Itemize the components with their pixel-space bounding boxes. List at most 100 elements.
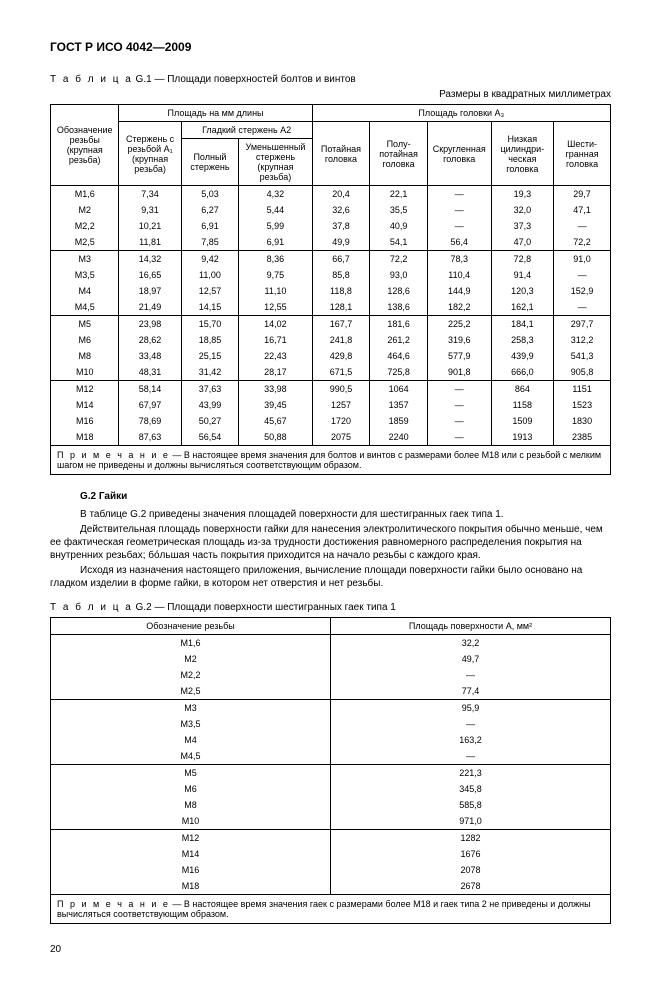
table-cell: 120,3 [491, 283, 554, 299]
table-cell: 1064 [370, 381, 428, 398]
table-cell: 725,8 [370, 364, 428, 381]
table-cell: 5,44 [239, 202, 312, 218]
table-cell: 261,2 [370, 332, 428, 348]
table-cell: 18,97 [119, 283, 181, 299]
table-cell: 49,9 [312, 234, 370, 251]
table-cell: M4,5 [51, 748, 331, 765]
table-cell: 23,98 [119, 316, 181, 333]
table-cell: 5,03 [181, 186, 239, 203]
table-cell: — [427, 429, 491, 446]
table-cell: M6 [51, 332, 119, 348]
table-cell: 18,85 [181, 332, 239, 348]
table-cell: 47,1 [554, 202, 611, 218]
table-cell: 1720 [312, 413, 370, 429]
table-cell: 1913 [491, 429, 554, 446]
table-cell: — [554, 267, 611, 283]
table-cell: — [427, 186, 491, 203]
table-cell: 345,8 [331, 781, 611, 797]
table-cell: 56,4 [427, 234, 491, 251]
table-cell: 541,3 [554, 348, 611, 364]
table-cell: 87,63 [119, 429, 181, 446]
table-cell: — [427, 397, 491, 413]
table-cell: 585,8 [331, 797, 611, 813]
table-cell: M2,2 [51, 667, 331, 683]
table-cell: M16 [51, 862, 331, 878]
table-cell: 2385 [554, 429, 611, 446]
table-cell: 990,5 [312, 381, 370, 398]
table-cell: 10,21 [119, 218, 181, 234]
table-cell: 91,0 [554, 251, 611, 268]
table-g1: Обозначение резьбы (крупная резьба) Площ… [50, 104, 611, 475]
caption-text: G.2 — Площади поверхности шестигранных г… [133, 602, 396, 613]
table-cell: M2,5 [51, 683, 331, 700]
table-cell: M10 [51, 813, 331, 830]
table-cell: M2 [51, 651, 331, 667]
th-smooth-group: Гладкий стержень A2 [181, 122, 312, 139]
table-cell: 77,4 [331, 683, 611, 700]
table-cell: M3 [51, 700, 331, 717]
table-cell: 19,3 [491, 186, 554, 203]
table-cell: 1676 [331, 846, 611, 862]
table-cell: 1357 [370, 397, 428, 413]
table-cell: 167,7 [312, 316, 370, 333]
table-cell: 182,2 [427, 299, 491, 316]
table-cell: 14,15 [181, 299, 239, 316]
th-area: Площадь поверхности A, мм² [331, 618, 611, 635]
g2-para3: Исходя из назначения настоящего приложен… [50, 564, 611, 590]
th-h2: Полу-потайная головка [370, 122, 428, 186]
table-cell: M8 [51, 348, 119, 364]
table-cell: — [427, 202, 491, 218]
table-cell: 5,99 [239, 218, 312, 234]
table2-note: П р и м е ч а н и е — В настоящее время … [51, 895, 611, 924]
th-h4: Низкая цилиндри-ческая головка [491, 122, 554, 186]
table-cell: 28,17 [239, 364, 312, 381]
table-cell: 152,9 [554, 283, 611, 299]
table-cell: 72,2 [370, 251, 428, 268]
table-cell: 11,10 [239, 283, 312, 299]
table-cell: 93,0 [370, 267, 428, 283]
table-cell: 1859 [370, 413, 428, 429]
table-cell: 8,36 [239, 251, 312, 268]
table-cell: 9,42 [181, 251, 239, 268]
table-cell: M3 [51, 251, 119, 268]
note-label: П р и м е ч а н и е [57, 899, 170, 909]
table-cell: — [427, 381, 491, 398]
table-cell: 58,14 [119, 381, 181, 398]
table-cell: 9,31 [119, 202, 181, 218]
table-cell: 32,2 [331, 635, 611, 652]
table-cell: M1,6 [51, 186, 119, 203]
table1-caption: Т а б л и ц а G.1 — Площади поверхностей… [50, 74, 611, 85]
table-cell: 22,1 [370, 186, 428, 203]
table-cell: M12 [51, 830, 331, 847]
table-cell: 1151 [554, 381, 611, 398]
table-cell: 50,27 [181, 413, 239, 429]
table-cell: 312,2 [554, 332, 611, 348]
table-cell: 15,70 [181, 316, 239, 333]
table-cell: 22,43 [239, 348, 312, 364]
table-cell: 162,1 [491, 299, 554, 316]
table-cell: M2,5 [51, 234, 119, 251]
g2-para2: Действительная площадь поверхности гайки… [50, 523, 611, 562]
table-cell: 56,54 [181, 429, 239, 446]
table-cell: M14 [51, 397, 119, 413]
table-cell: 225,2 [427, 316, 491, 333]
table-cell: 2678 [331, 878, 611, 895]
table-cell: 1282 [331, 830, 611, 847]
table-cell: 181,6 [370, 316, 428, 333]
table-cell: 7,34 [119, 186, 181, 203]
table-cell: 666,0 [491, 364, 554, 381]
table-cell: 297,7 [554, 316, 611, 333]
table-cell: 72,8 [491, 251, 554, 268]
table-cell: 14,02 [239, 316, 312, 333]
table-cell: 128,1 [312, 299, 370, 316]
table-cell: 67,97 [119, 397, 181, 413]
table-cell: 864 [491, 381, 554, 398]
table-cell: 78,3 [427, 251, 491, 268]
document-standard-header: ГОСТ Р ИСО 4042—2009 [50, 40, 611, 54]
table-cell: 1830 [554, 413, 611, 429]
table-cell: — [331, 667, 611, 683]
table-cell: 184,1 [491, 316, 554, 333]
table-cell: 28,62 [119, 332, 181, 348]
table-cell: 1158 [491, 397, 554, 413]
table-cell: 118,8 [312, 283, 370, 299]
